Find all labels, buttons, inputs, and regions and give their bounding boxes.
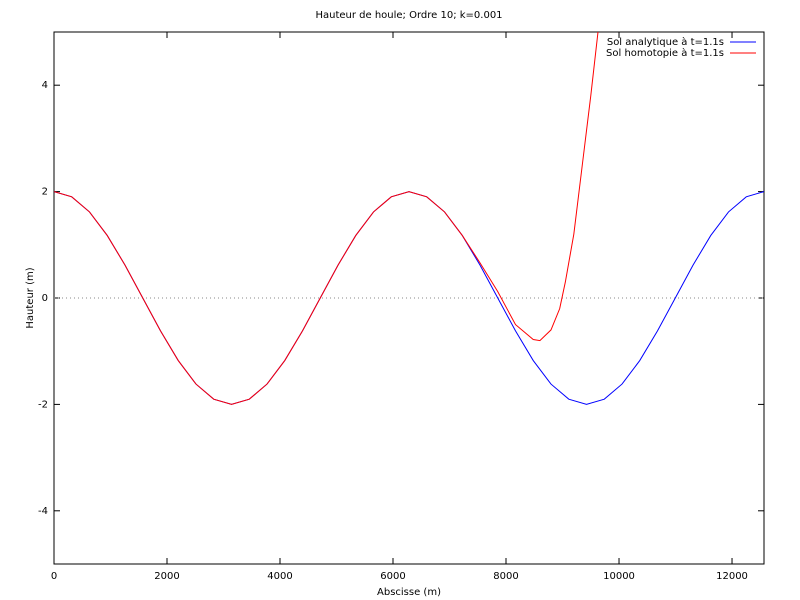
y-tick-label: 4 xyxy=(42,80,48,91)
plot-area xyxy=(54,32,764,405)
x-axis-label: Abscisse (m) xyxy=(377,587,441,598)
y-tick-label: 0 xyxy=(42,293,48,304)
x-tick-label: 8000 xyxy=(493,571,518,582)
x-tick-label: 0 xyxy=(51,571,57,582)
series-line xyxy=(54,32,599,405)
y-tick-label: -4 xyxy=(38,506,48,517)
x-tick-label: 4000 xyxy=(267,571,292,582)
x-tick-label: 2000 xyxy=(154,571,179,582)
chart-title: Hauteur de houle; Ordre 10; k=0.001 xyxy=(315,10,502,21)
legend-label: Sol analytique à t=1.1s xyxy=(607,36,724,48)
x-tick-label: 6000 xyxy=(380,571,405,582)
x-tick-label: 12000 xyxy=(716,571,748,582)
y-tick-label: -2 xyxy=(38,399,48,410)
y-axis-label: Hauteur (m) xyxy=(25,267,36,328)
x-tick-label: 10000 xyxy=(603,571,635,582)
y-tick-label: 2 xyxy=(42,187,48,198)
legend-label: Sol homotopie à t=1.1s xyxy=(606,47,724,59)
